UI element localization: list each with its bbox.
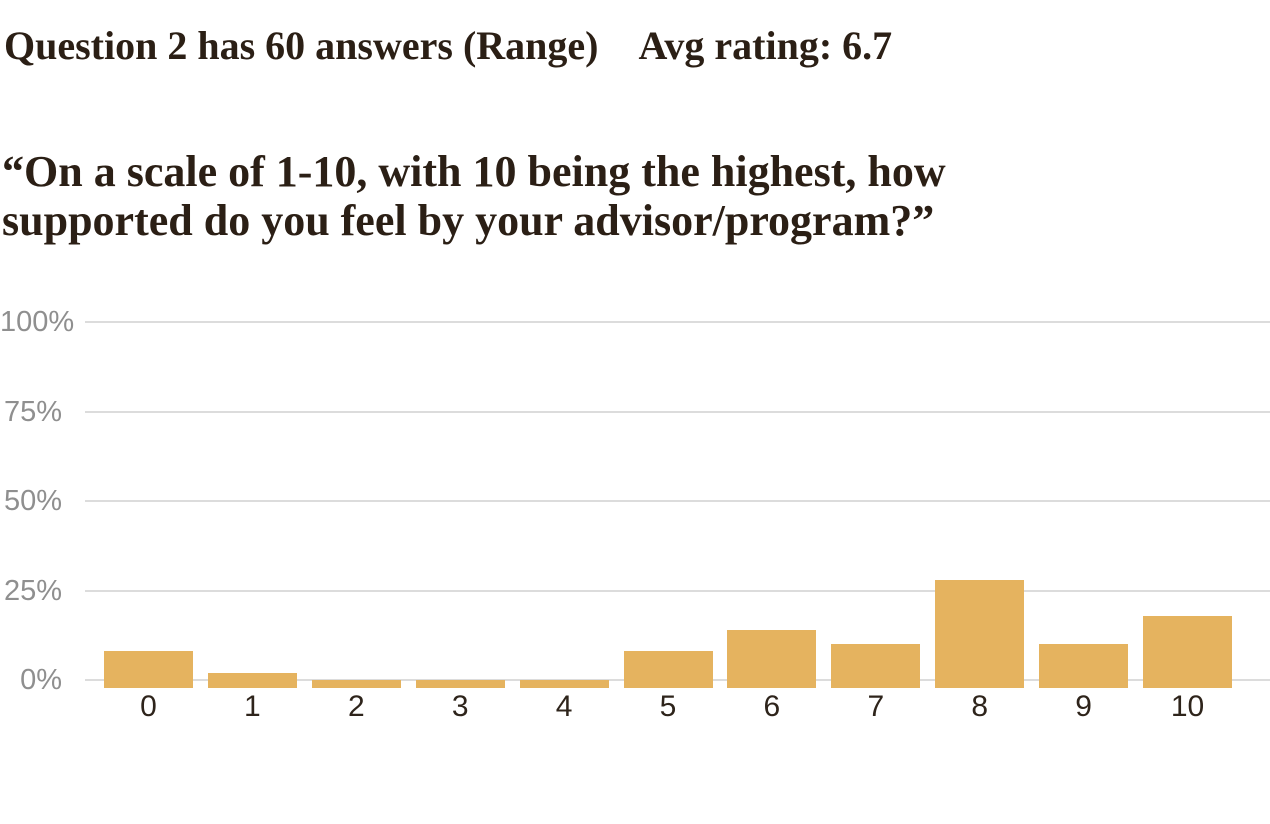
bar-rating-8 <box>935 579 1025 688</box>
bar-rating-4 <box>519 680 609 688</box>
bar-rating-2 <box>311 680 401 688</box>
question-quote-line2: supported do you feel by your advisor/pr… <box>2 196 935 245</box>
x-tick-label: 5 <box>659 690 677 723</box>
bar-rating-3 <box>415 680 505 688</box>
x-tick-label: 9 <box>1075 690 1092 723</box>
x-tick-label: 6 <box>763 690 781 723</box>
rating-bar-chart: 0 1 2 3 4 5 6 7 8 9 10 100% 75% 50% 25% 0% <box>0 306 1270 762</box>
x-tick-label: 2 <box>347 690 365 723</box>
plot-area: 0 1 2 3 4 5 6 7 8 9 10 <box>85 321 1270 722</box>
x-tick-label: 0 <box>140 690 157 723</box>
gridline <box>85 321 1270 323</box>
gridline <box>85 500 1270 502</box>
gridline <box>85 589 1270 592</box>
x-tick-label: 8 <box>971 690 989 723</box>
y-tick-label: 100% <box>0 306 75 338</box>
gridline <box>85 410 1270 413</box>
bar-rating-0 <box>104 651 193 688</box>
y-tick-label: 25% <box>3 574 62 607</box>
question-header: Question 2 has 60 answers (Range) Avg rat… <box>4 26 892 66</box>
x-tick-label: 1 <box>244 690 261 723</box>
y-tick-label: 75% <box>3 395 62 428</box>
x-tick-label: 10 <box>1170 690 1205 723</box>
bar-rating-9 <box>1039 644 1129 688</box>
question-quote: “On a scale of 1-10, with 10 being the h… <box>2 147 946 245</box>
bar-rating-6 <box>727 629 817 688</box>
bar-rating-5 <box>623 651 713 688</box>
x-tick-label: 7 <box>867 690 885 723</box>
avg-rating-text: Avg rating: 6.7 <box>638 23 893 68</box>
bar-rating-1 <box>207 672 297 688</box>
bar-rating-10 <box>1143 615 1232 688</box>
question-meta-text: Question 2 has 60 answers (Range) <box>4 23 599 68</box>
x-tick-label: 4 <box>555 690 573 723</box>
question-quote-line1: “On a scale of 1-10, with 10 being the h… <box>2 147 946 196</box>
y-tick-label: 50% <box>3 485 62 517</box>
x-tick-label: 3 <box>451 690 469 723</box>
y-tick-label: 0% <box>20 664 62 696</box>
bar-rating-7 <box>831 644 921 688</box>
